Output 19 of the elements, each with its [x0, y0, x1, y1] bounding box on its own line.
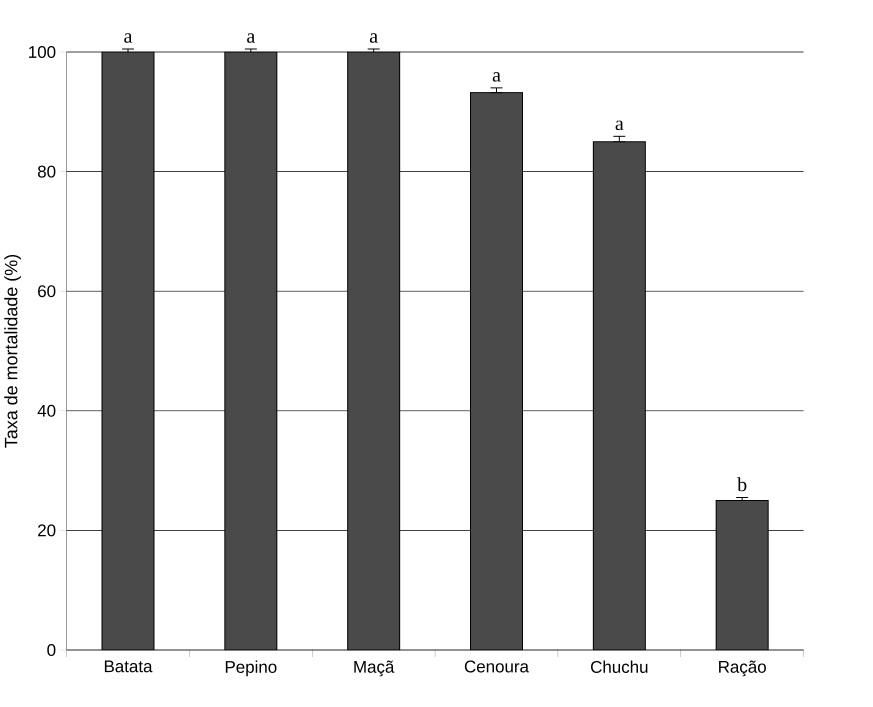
- y-axis-title: Taxa de mortalidade (%): [4, 254, 21, 448]
- y-tick-label: 0: [47, 644, 56, 656]
- y-tick-label: 100: [29, 46, 56, 58]
- x-tick-label: Maçã: [354, 660, 394, 676]
- x-tick-label: Cenoura: [464, 660, 529, 673]
- annotation: a: [492, 72, 501, 82]
- annotation: a: [124, 33, 132, 43]
- x-tick-label: Batata: [104, 660, 152, 672]
- annotation: a: [247, 33, 255, 43]
- annotation: a: [616, 120, 624, 130]
- x-tick-label: Pepino: [226, 660, 276, 676]
- x-tick-label: Ração: [719, 660, 766, 676]
- x-tick-label: Chuchu: [591, 660, 648, 673]
- y-tick-label: 80: [38, 166, 56, 178]
- y-tick-label: 60: [38, 285, 56, 298]
- y-tick-label: 40: [38, 404, 56, 417]
- y-tick-label: 20: [38, 524, 56, 536]
- annotation: b: [737, 477, 746, 492]
- annotation: a: [370, 33, 378, 43]
